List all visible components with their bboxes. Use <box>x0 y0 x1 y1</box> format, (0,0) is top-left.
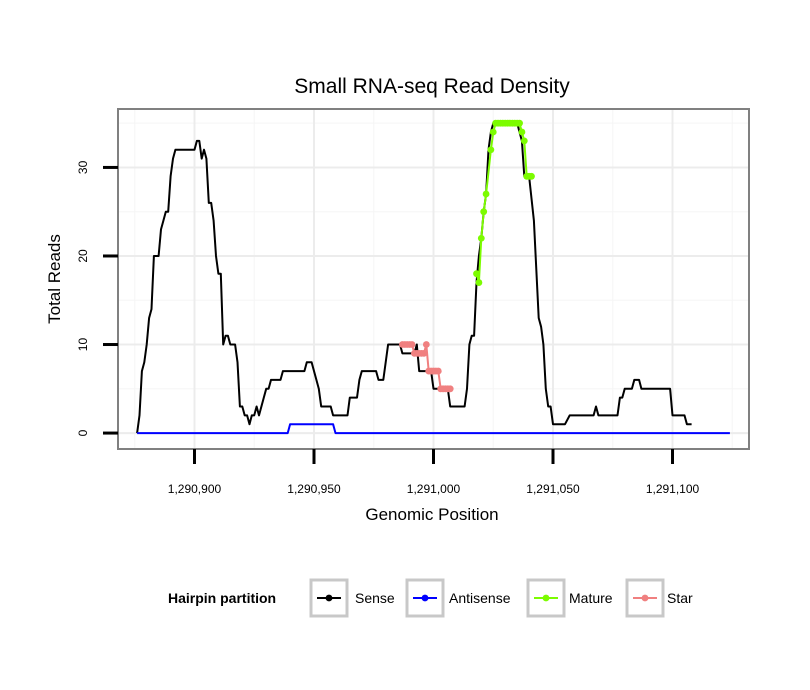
data-point <box>482 190 490 198</box>
series-mature <box>473 119 535 286</box>
x-tick-label: 1,291,050 <box>526 482 580 496</box>
legend-key-point <box>542 594 550 602</box>
data-point <box>420 349 428 357</box>
y-axis-title: Total Reads <box>45 234 64 324</box>
legend-label: Antisense <box>449 590 511 606</box>
x-axis-title: Genomic Position <box>365 505 498 524</box>
data-series <box>136 119 730 435</box>
data-point <box>422 341 430 348</box>
chart-title: Small RNA-seq Read Density <box>294 75 570 98</box>
legend-items: Sense Antisense Mature Star <box>309 578 693 618</box>
data-point <box>520 137 528 145</box>
series-line-sense <box>136 122 692 434</box>
data-point <box>516 119 523 127</box>
legend-label: Sense <box>355 590 395 606</box>
data-point <box>518 128 526 136</box>
y-axis: 0 10 20 30 <box>76 160 118 436</box>
x-tick-label: 1,291,100 <box>646 482 700 496</box>
y-tick-label: 0 <box>76 429 90 436</box>
x-tick-label: 1,291,000 <box>407 482 461 496</box>
legend-label: Star <box>667 590 693 606</box>
legend-key-point <box>421 594 429 602</box>
data-point <box>487 146 495 154</box>
legend-item-star: Star <box>625 578 693 618</box>
legend: Hairpin partition Sense Antisense Mature St… <box>168 578 693 618</box>
data-point <box>475 279 483 286</box>
legend-title: Hairpin partition <box>168 590 276 606</box>
x-tick-label: 1,290,950 <box>287 482 341 496</box>
legend-key-point <box>325 594 333 602</box>
legend-key-point <box>641 594 649 602</box>
data-point <box>480 208 488 216</box>
data-point <box>528 172 535 180</box>
series-star <box>399 341 454 393</box>
y-tick-label: 20 <box>76 249 90 263</box>
legend-item-mature: Mature <box>526 578 613 618</box>
data-point <box>434 367 442 375</box>
series-line-antisense <box>137 423 730 435</box>
data-point <box>446 385 454 393</box>
data-point <box>408 341 416 348</box>
legend-label: Mature <box>569 590 613 606</box>
legend-item-antisense: Antisense <box>405 578 511 618</box>
x-tick-label: 1,290,900 <box>168 482 222 496</box>
x-axis: 1,290,900 1,290,950 1,291,000 1,291,050 1,29… <box>168 449 700 496</box>
data-point <box>477 234 485 242</box>
y-tick-label: 10 <box>76 338 90 352</box>
legend-item-sense: Sense <box>309 578 395 618</box>
y-tick-label: 30 <box>76 160 90 174</box>
data-point <box>473 270 480 278</box>
data-point <box>489 128 497 136</box>
